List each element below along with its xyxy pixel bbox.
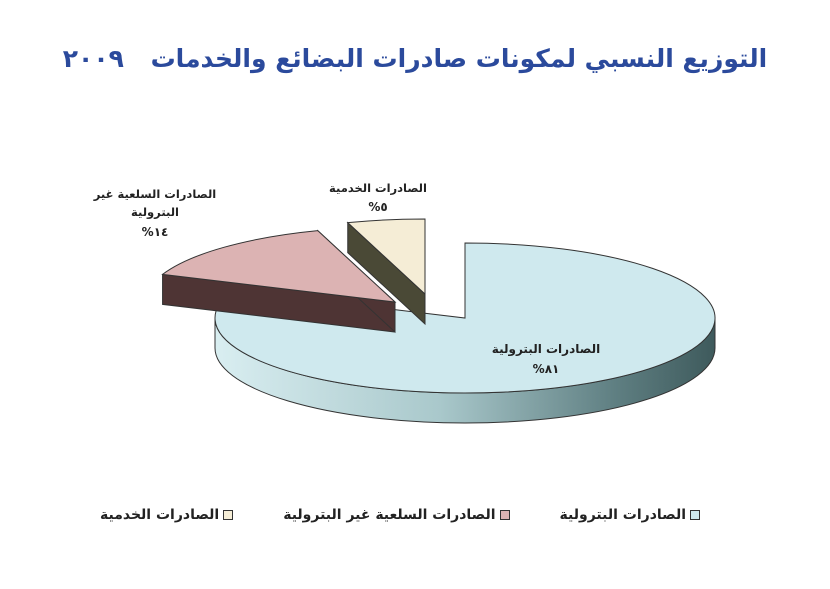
- pie-slice-non-oil: [161, 230, 397, 303]
- legend-label-services: الصادرات الخدمية: [100, 507, 220, 523]
- legend-item-petroleum: الصادرات البترولية: [560, 507, 700, 523]
- chart-legend: الصادرات البترولية الصادرات السلعية غير …: [100, 507, 700, 523]
- legend-swatch-petroleum: [690, 510, 700, 520]
- data-label-services-value: ٥%: [368, 200, 387, 214]
- pie-slice-petroleum: [214, 242, 716, 394]
- legend-label-non-oil: الصادرات السلعية غير البترولية: [283, 507, 496, 523]
- legend-label-petroleum: الصادرات البترولية: [559, 507, 686, 523]
- data-label-petroleum-value: ٨١%: [533, 362, 560, 376]
- data-label-petroleum-name: الصادرات البترولية: [492, 342, 600, 357]
- pie-slice-services: [346, 218, 426, 296]
- chart-title-year: ٢٠٠٩: [62, 44, 124, 73]
- data-label-non-oil-name-line2: البترولية: [131, 205, 179, 220]
- data-label-services-name: الصادرات الخدمية: [329, 181, 427, 195]
- legend-item-non-oil: الصادرات السلعية غير البترولية: [283, 507, 510, 523]
- data-label-non-oil-value: ١٤%: [142, 225, 169, 239]
- legend-swatch-services: [223, 510, 234, 520]
- legend-item-services: الصادرات الخدمية: [100, 507, 234, 523]
- chart-title: التوزيع النسبي لمكونات صادرات البضائع وا…: [0, 44, 830, 73]
- legend-swatch-non-oil: [499, 510, 510, 520]
- data-label-non-oil-name-line1: الصادرات السلعية غير: [93, 187, 216, 201]
- chart-title-text: التوزيع النسبي لمكونات صادرات البضائع وا…: [150, 44, 768, 73]
